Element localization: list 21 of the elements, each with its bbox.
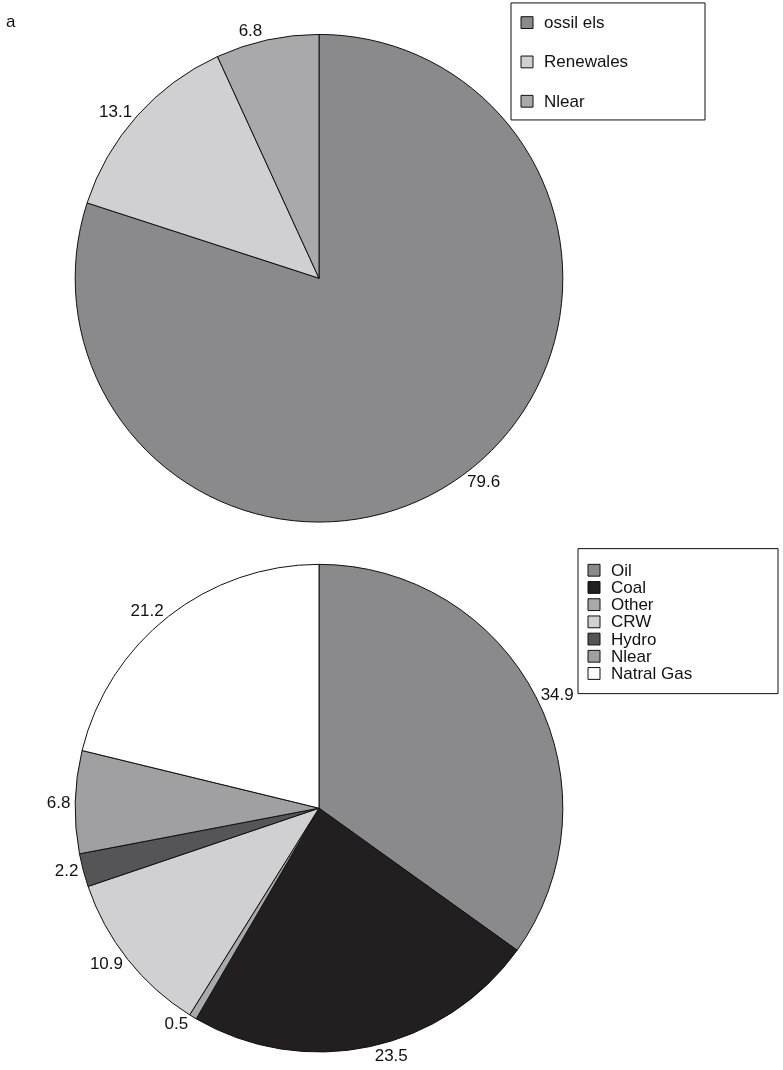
data-label: 79.6 [467,472,501,492]
text: a [6,12,16,31]
data-label: 13.1 [99,102,133,122]
legend-label: CRW [611,612,652,631]
legend-label: ossil els [544,13,605,32]
legend-label: Renewales [544,52,629,71]
data-label: 2.2 [54,861,79,881]
legend-label: Natral Gas [611,664,693,683]
legend-label: Nlear [544,92,585,111]
data-label: 0.5 [164,1014,189,1034]
legend-label: Oil [611,561,632,580]
data-label: 34.9 [540,685,574,705]
data-label: 21.2 [130,601,164,621]
data-label: 23.5 [374,1046,408,1066]
data-label: 10.9 [89,953,124,973]
data-label: 6.8 [46,792,71,812]
legend-label: Hydro [611,630,657,649]
legend-label: Coal [611,578,646,597]
legend-label: Nlear [611,647,652,666]
data-label: 6.8 [238,21,263,41]
legend-label: Other [611,595,654,614]
